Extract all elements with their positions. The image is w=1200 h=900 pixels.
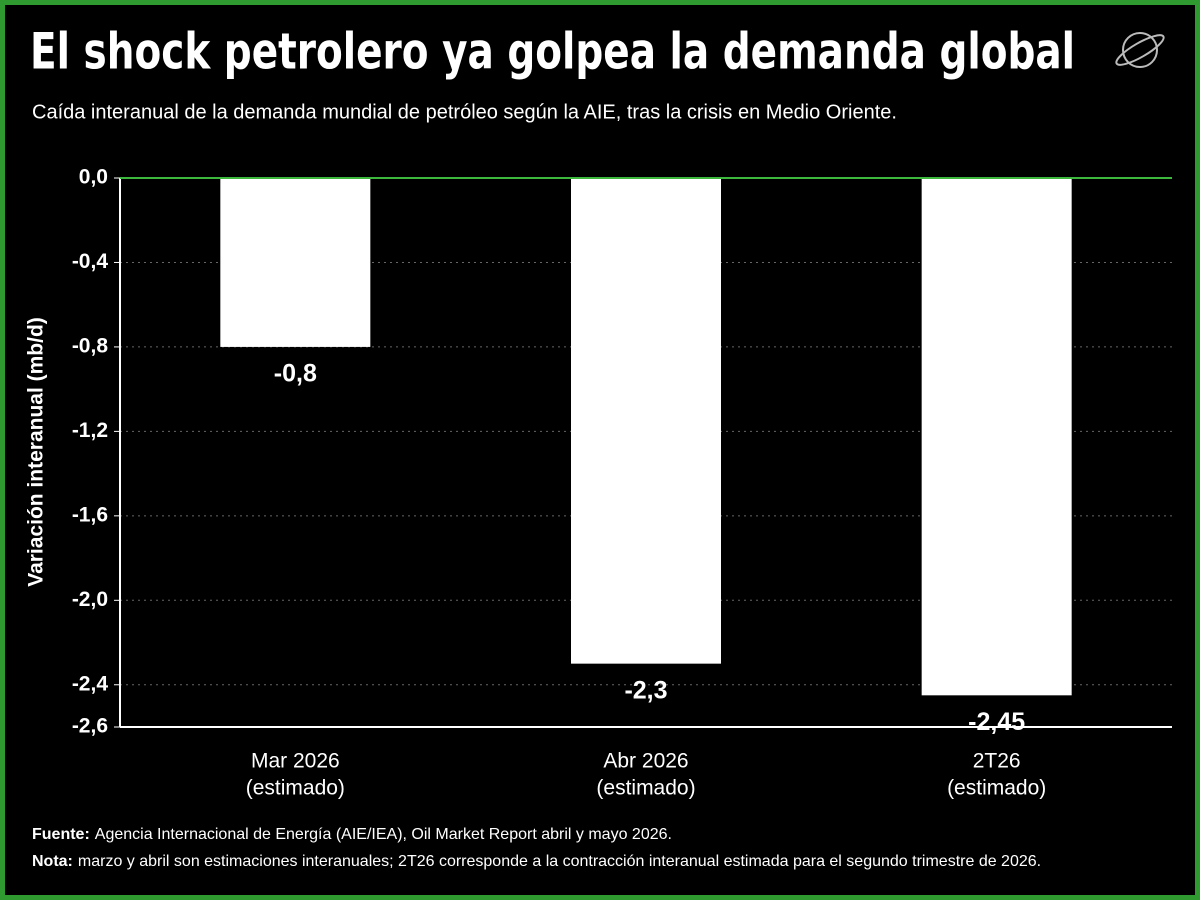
bar: [220, 178, 371, 347]
bar: [921, 178, 1072, 696]
value-label: -2,3: [624, 676, 667, 704]
bar: [571, 178, 721, 664]
y-tick-label: -2,0: [72, 588, 108, 611]
y-axis-label: Variación interanual (mb/d): [25, 317, 48, 587]
note: Nota: marzo y abril son estimaciones inte…: [32, 853, 1041, 870]
y-tick-label: -1,6: [72, 503, 108, 526]
note: Fuente: Agencia Internacional de Energía …: [32, 826, 672, 843]
y-tick-label: -1,2: [72, 419, 108, 442]
chart-subtitle: Caída interanual de la demanda mundial d…: [32, 101, 897, 123]
x-tick-label: (estimado): [947, 777, 1046, 800]
note-label: Fuente:: [32, 826, 90, 843]
y-tick-label: -0,8: [72, 334, 109, 357]
y-tick-label: 0,0: [79, 166, 108, 189]
x-tick-label: Mar 2026: [251, 750, 340, 773]
x-tick-label: (estimado): [596, 777, 695, 800]
note-label: Nota:: [32, 853, 73, 870]
logo: [1115, 32, 1165, 68]
x-tick-label: 2T26: [973, 750, 1021, 773]
y-tick-label: -2,6: [72, 715, 108, 738]
value-label: -2,45: [968, 708, 1025, 736]
y-tick-label: -0,4: [72, 250, 109, 273]
x-tick-label: Abr 2026: [603, 750, 688, 773]
y-tick-label: -2,4: [72, 672, 109, 695]
value-label: -0,8: [274, 360, 317, 388]
note-text: marzo y abril son estimaciones interanua…: [78, 853, 1041, 870]
chart-title: El shock petrolero ya golpea la demanda …: [30, 23, 1075, 81]
x-tick-label: (estimado): [246, 777, 345, 800]
note-text: Agencia Internacional de Energía (AIE/IE…: [95, 826, 672, 843]
